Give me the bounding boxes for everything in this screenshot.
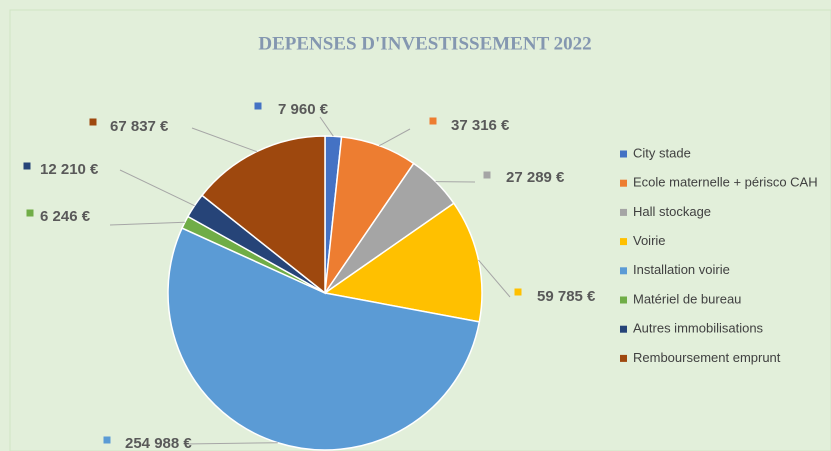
- legend-label: Remboursement emprunt: [633, 350, 781, 365]
- legend-swatch: [620, 208, 627, 216]
- legend-label: Installation voirie: [633, 262, 730, 277]
- data-label: 6 246 €: [40, 208, 91, 225]
- legend-label: Voirie: [633, 233, 666, 248]
- label-swatch: [23, 162, 31, 170]
- label-swatch: [26, 209, 34, 217]
- leader-line: [184, 442, 278, 445]
- leader-line: [478, 259, 511, 298]
- label-swatch: [254, 102, 262, 110]
- leader-line: [119, 169, 195, 207]
- legend-label: City stade: [633, 145, 691, 160]
- data-label: 12 210 €: [40, 161, 99, 178]
- label-swatch: [514, 288, 522, 296]
- data-label: 67 837 €: [110, 118, 169, 135]
- data-label: 27 289 €: [506, 169, 565, 186]
- chart-title: DEPENSES D'INVESTISSEMENT 2022: [258, 33, 591, 54]
- legend-swatch: [620, 238, 627, 246]
- pie-slice: [167, 227, 481, 451]
- leader-line: [191, 127, 257, 153]
- label-swatch: [483, 171, 491, 179]
- data-label: 37 316 €: [451, 117, 510, 134]
- legend-label: Matériel de bureau: [633, 291, 741, 306]
- data-label: 254 988 €: [125, 435, 192, 451]
- legend-swatch: [620, 296, 627, 304]
- label-swatch: [89, 118, 97, 126]
- legend-label: Ecole maternelle + périsco CAH: [633, 175, 818, 190]
- legend-label: Hall stockage: [633, 204, 711, 219]
- data-label: 7 960 €: [278, 101, 329, 118]
- leader-line: [109, 221, 185, 226]
- pie-slice: [323, 202, 483, 323]
- legend-swatch: [620, 354, 627, 362]
- legend-swatch: [620, 325, 627, 333]
- legend-swatch: [620, 150, 627, 158]
- label-swatch: [429, 117, 437, 125]
- data-label: 59 785 €: [537, 288, 596, 305]
- pie-slice: [200, 135, 326, 295]
- legend-swatch: [620, 267, 627, 275]
- legend-label: Autres immobilisations: [633, 321, 764, 336]
- label-swatch: [103, 436, 111, 444]
- leader-line: [319, 116, 334, 137]
- leader-line: [379, 128, 411, 147]
- legend-swatch: [620, 179, 627, 187]
